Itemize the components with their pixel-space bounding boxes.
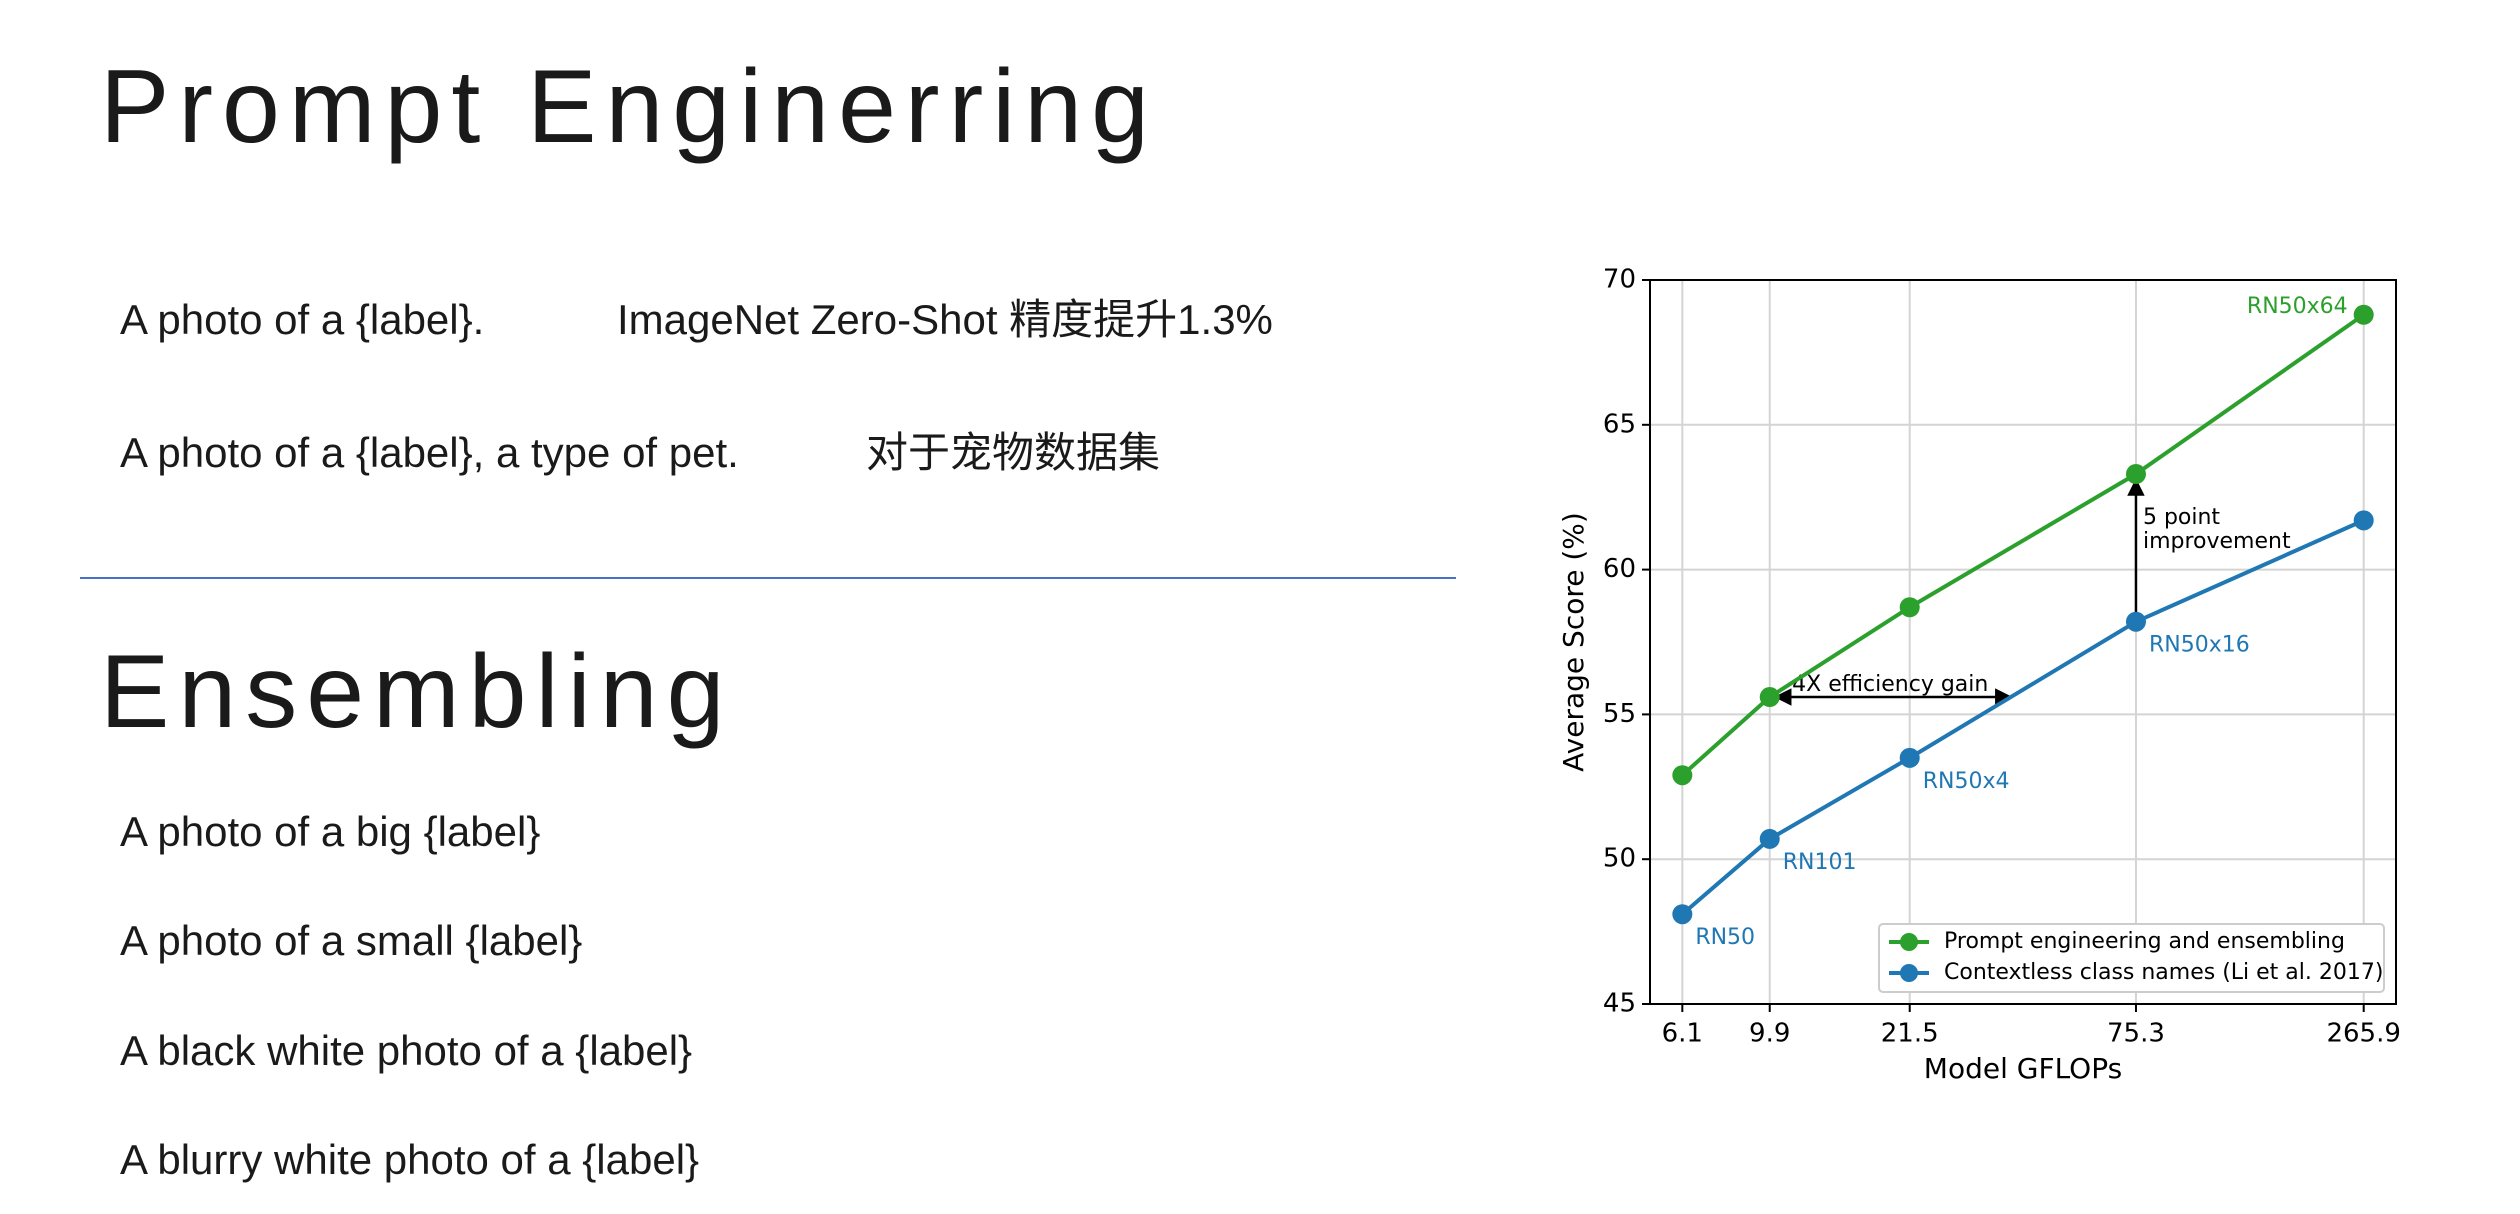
legend-label: Prompt engineering and ensembling	[1944, 929, 2345, 954]
section-title: Ensembling	[100, 634, 734, 750]
legend-marker	[1900, 933, 1918, 951]
data-point	[1759, 687, 1780, 708]
prompt-note: ImageNet Zero-Shot 精度提升1.3%	[617, 296, 1273, 343]
annotation: 4X efficiency gain	[1792, 672, 1988, 697]
ensemble-prompt: A black white photo of a {label}	[120, 1027, 693, 1074]
x-tick-label: 265.9	[2326, 1019, 2400, 1049]
x-tick-label: 9.9	[1749, 1019, 1790, 1049]
x-tick-label: 75.3	[2107, 1019, 2165, 1049]
legend-marker	[1900, 964, 1918, 982]
point-label: RN50	[1695, 925, 1755, 950]
y-tick-label: 45	[1603, 989, 1636, 1019]
y-tick-label: 50	[1603, 844, 1636, 874]
data-point	[1672, 904, 1693, 925]
point-label: RN101	[1783, 850, 1857, 875]
data-point	[1672, 765, 1693, 786]
annotation: improvement	[2143, 529, 2291, 554]
y-axis-label: Average Score (%)	[1557, 512, 1590, 772]
y-tick-label: 65	[1603, 409, 1636, 439]
point-label: RN50x64	[2247, 294, 2348, 319]
data-point	[1899, 747, 1920, 768]
slide-title: Prompt Enginerring	[100, 49, 1158, 165]
prompt-template: A photo of a {label}, a type of pet.	[120, 429, 739, 476]
annotation: 5 point	[2143, 505, 2220, 530]
x-tick-label: 6.1	[1662, 1019, 1703, 1049]
y-tick-label: 70	[1603, 265, 1636, 295]
point-label: RN50x4	[1923, 769, 2010, 794]
x-tick-label: 21.5	[1881, 1019, 1939, 1049]
ensemble-prompt: A photo of a big {label}	[120, 808, 541, 855]
legend-box	[1878, 923, 2385, 993]
data-point	[2353, 510, 2374, 531]
ensemble-prompt: A photo of a small {label}	[120, 917, 583, 964]
data-point	[1759, 828, 1780, 849]
ensemble-prompt: A blurry white photo of a {label}	[120, 1136, 700, 1183]
data-point	[2353, 304, 2374, 325]
point-label: RN50x16	[2149, 633, 2250, 658]
separator	[80, 577, 1456, 579]
y-tick-label: 55	[1603, 699, 1636, 729]
data-point	[1899, 597, 1920, 618]
x-axis-label: Model GFLOPs	[1924, 1052, 2122, 1085]
data-point	[2125, 611, 2146, 632]
legend-label: Contextless class names (Li et al. 2017)	[1944, 960, 2383, 985]
data-point	[2125, 464, 2146, 485]
plot-frame	[1649, 279, 2397, 1005]
prompt-note: 对于宠物数据集	[866, 429, 1161, 476]
prompt-template: A photo of a {label}.	[120, 296, 485, 343]
y-tick-label: 60	[1603, 554, 1636, 584]
